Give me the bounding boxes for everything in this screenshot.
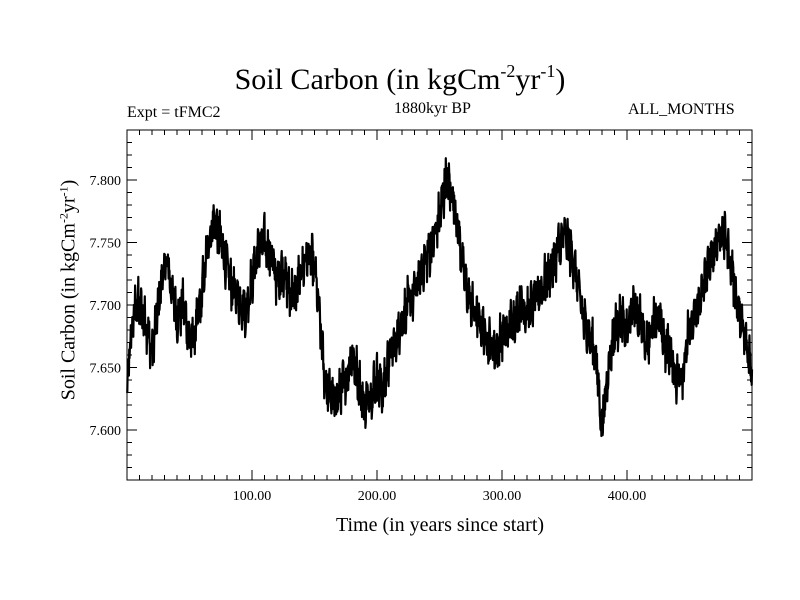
chart-title: Soil Carbon (in kgCm-2yr-1) [234, 61, 566, 96]
tick-labels: 100.00 200.00 300.00 400.00 7.600 7.650 7.700 7… [90, 174, 647, 504]
series-line [125, 157, 754, 438]
y-tick-label: 7.700 [90, 299, 122, 314]
x-axis-label: Time (in years since start) [335, 514, 545, 536]
x-tick-label: 200.00 [358, 489, 397, 504]
y-tick-label: 7.800 [90, 174, 122, 189]
x-tick-label: 400.00 [608, 489, 647, 504]
plot-frame [126, 129, 753, 481]
period-label: 1880kyr BP [394, 100, 471, 117]
y-tick-label: 7.750 [90, 237, 122, 252]
x-tick-label: 100.00 [233, 489, 272, 504]
y-tick-label: 7.650 [90, 362, 122, 377]
months-label: ALL_MONTHS [628, 101, 735, 118]
experiment-label: Expt = tFMC2 [127, 104, 221, 121]
x-tick-label: 300.00 [483, 489, 522, 504]
y-axis-label: Soil Carbon (in kgCm-2yr-1) [56, 179, 80, 401]
y-tick-label: 7.600 [90, 424, 122, 439]
tick-marks [127, 130, 752, 480]
